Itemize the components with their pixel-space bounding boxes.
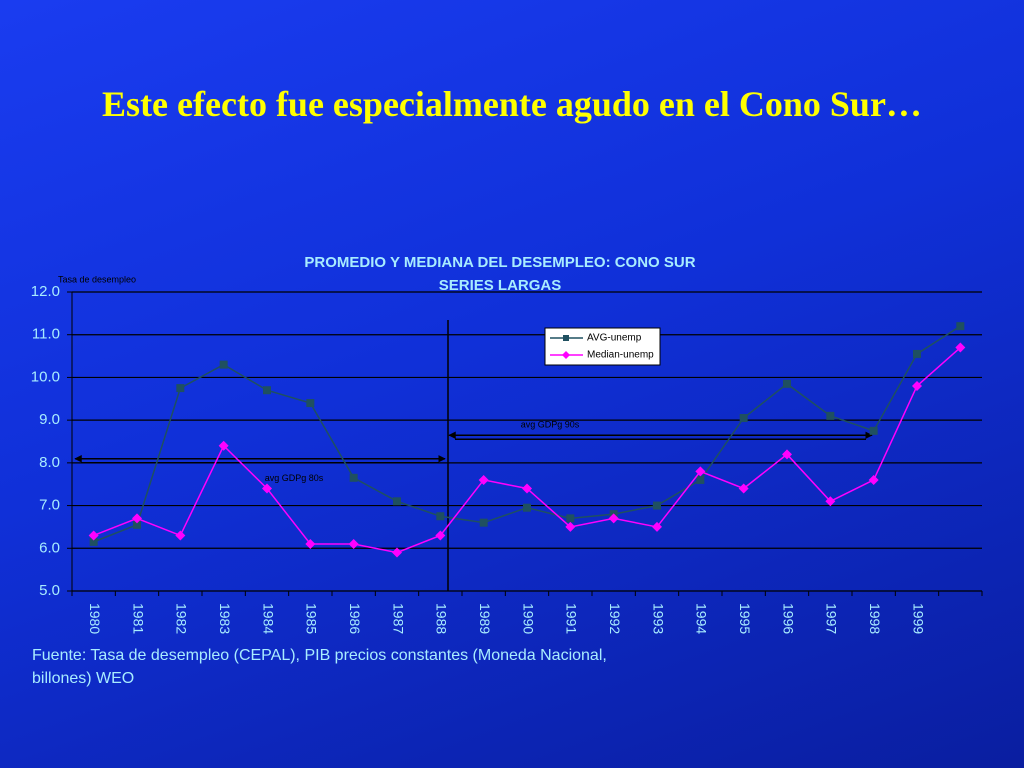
- y-tick-label: 9.0: [39, 411, 60, 428]
- point: [89, 537, 98, 546]
- x-tick-label: 1984: [260, 603, 276, 634]
- point: [696, 475, 705, 484]
- y-tick-label: 8.0: [39, 454, 60, 471]
- point: [522, 483, 532, 494]
- point: [523, 503, 531, 512]
- point: [479, 518, 488, 527]
- point: [132, 513, 142, 524]
- point: [435, 530, 446, 541]
- point: [219, 360, 228, 369]
- point: [739, 414, 748, 423]
- x-tick-label: 1987: [390, 603, 406, 634]
- point: [653, 501, 661, 510]
- x-tick-label: 1994: [694, 603, 710, 634]
- legend-box: [544, 327, 661, 366]
- slide-title: Este efecto fue especialmente agudo en e…: [102, 84, 922, 124]
- point: [825, 496, 836, 507]
- y-tick-label: 12.0: [31, 283, 60, 300]
- point: [608, 513, 619, 524]
- source-note: Fuente: Tasa de desempleo (CEPAL), PIB p…: [32, 647, 607, 687]
- x-tick-label: 1995: [737, 603, 753, 634]
- y-tick-label: 10.0: [31, 368, 60, 385]
- x-tick-label: 1981: [130, 603, 146, 634]
- x-tick-label: 1982: [174, 603, 190, 634]
- annotation: avg GDPg 90s: [521, 420, 580, 430]
- point: [738, 483, 749, 494]
- point: [175, 530, 186, 541]
- point: [393, 497, 401, 506]
- point: [955, 342, 966, 353]
- x-tick-label: 1986: [347, 603, 363, 634]
- x-tick-label: 1992: [607, 603, 623, 634]
- x-tick-label: 1989: [477, 603, 493, 634]
- legend-marker: [563, 335, 569, 341]
- point: [826, 411, 835, 420]
- point: [392, 547, 402, 558]
- legend-label: Median-unemp: [587, 350, 654, 361]
- x-tick-label: 1999: [910, 603, 926, 634]
- point: [306, 399, 315, 408]
- point: [262, 483, 272, 494]
- point: [782, 449, 792, 460]
- point: [956, 322, 965, 331]
- x-tick-label: 1985: [304, 603, 320, 634]
- chart-title: PROMEDIO Y MEDIANA DEL DESEMPLEO: CONO S…: [304, 254, 695, 271]
- point: [263, 386, 271, 395]
- x-tick-label: 1996: [780, 603, 796, 634]
- point: [176, 384, 185, 393]
- x-tick-label: 1980: [87, 603, 103, 634]
- point: [218, 440, 229, 451]
- x-tick-label: 1993: [650, 603, 666, 634]
- y-tick-label: 5.0: [39, 582, 60, 599]
- point: [436, 512, 445, 521]
- legend-marker: [562, 351, 570, 359]
- point: [913, 349, 921, 358]
- point: [348, 539, 359, 550]
- y-tick-label: 6.0: [39, 539, 60, 556]
- point: [868, 474, 879, 485]
- point: [133, 520, 141, 529]
- point: [349, 473, 358, 482]
- point: [305, 539, 316, 550]
- y-tick-label: 7.0: [39, 497, 60, 514]
- x-tick-label: 1991: [564, 603, 580, 634]
- point: [566, 514, 575, 523]
- point: [869, 426, 878, 435]
- point: [652, 521, 662, 532]
- x-tick-label: 1990: [520, 603, 536, 634]
- x-tick-label: 1998: [867, 603, 883, 634]
- annotation: avg GDPg 80s: [265, 473, 324, 483]
- y-tick-label: 11.0: [32, 326, 60, 343]
- point: [478, 474, 489, 485]
- legend-label: AVG-unemp: [587, 333, 642, 344]
- x-tick-label: 1988: [434, 603, 450, 634]
- x-tick-label: 1983: [217, 603, 233, 634]
- point: [565, 521, 576, 532]
- chart-subtitle: SERIES LARGAS: [439, 277, 562, 294]
- point: [695, 466, 706, 477]
- point: [912, 380, 922, 391]
- y-axis-label: Tasa de desempleo: [58, 274, 136, 284]
- point: [88, 530, 99, 541]
- point: [783, 379, 791, 388]
- x-tick-label: 1997: [824, 603, 840, 634]
